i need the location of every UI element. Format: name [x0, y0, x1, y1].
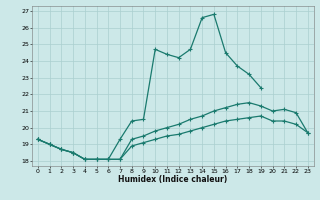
- X-axis label: Humidex (Indice chaleur): Humidex (Indice chaleur): [118, 175, 228, 184]
